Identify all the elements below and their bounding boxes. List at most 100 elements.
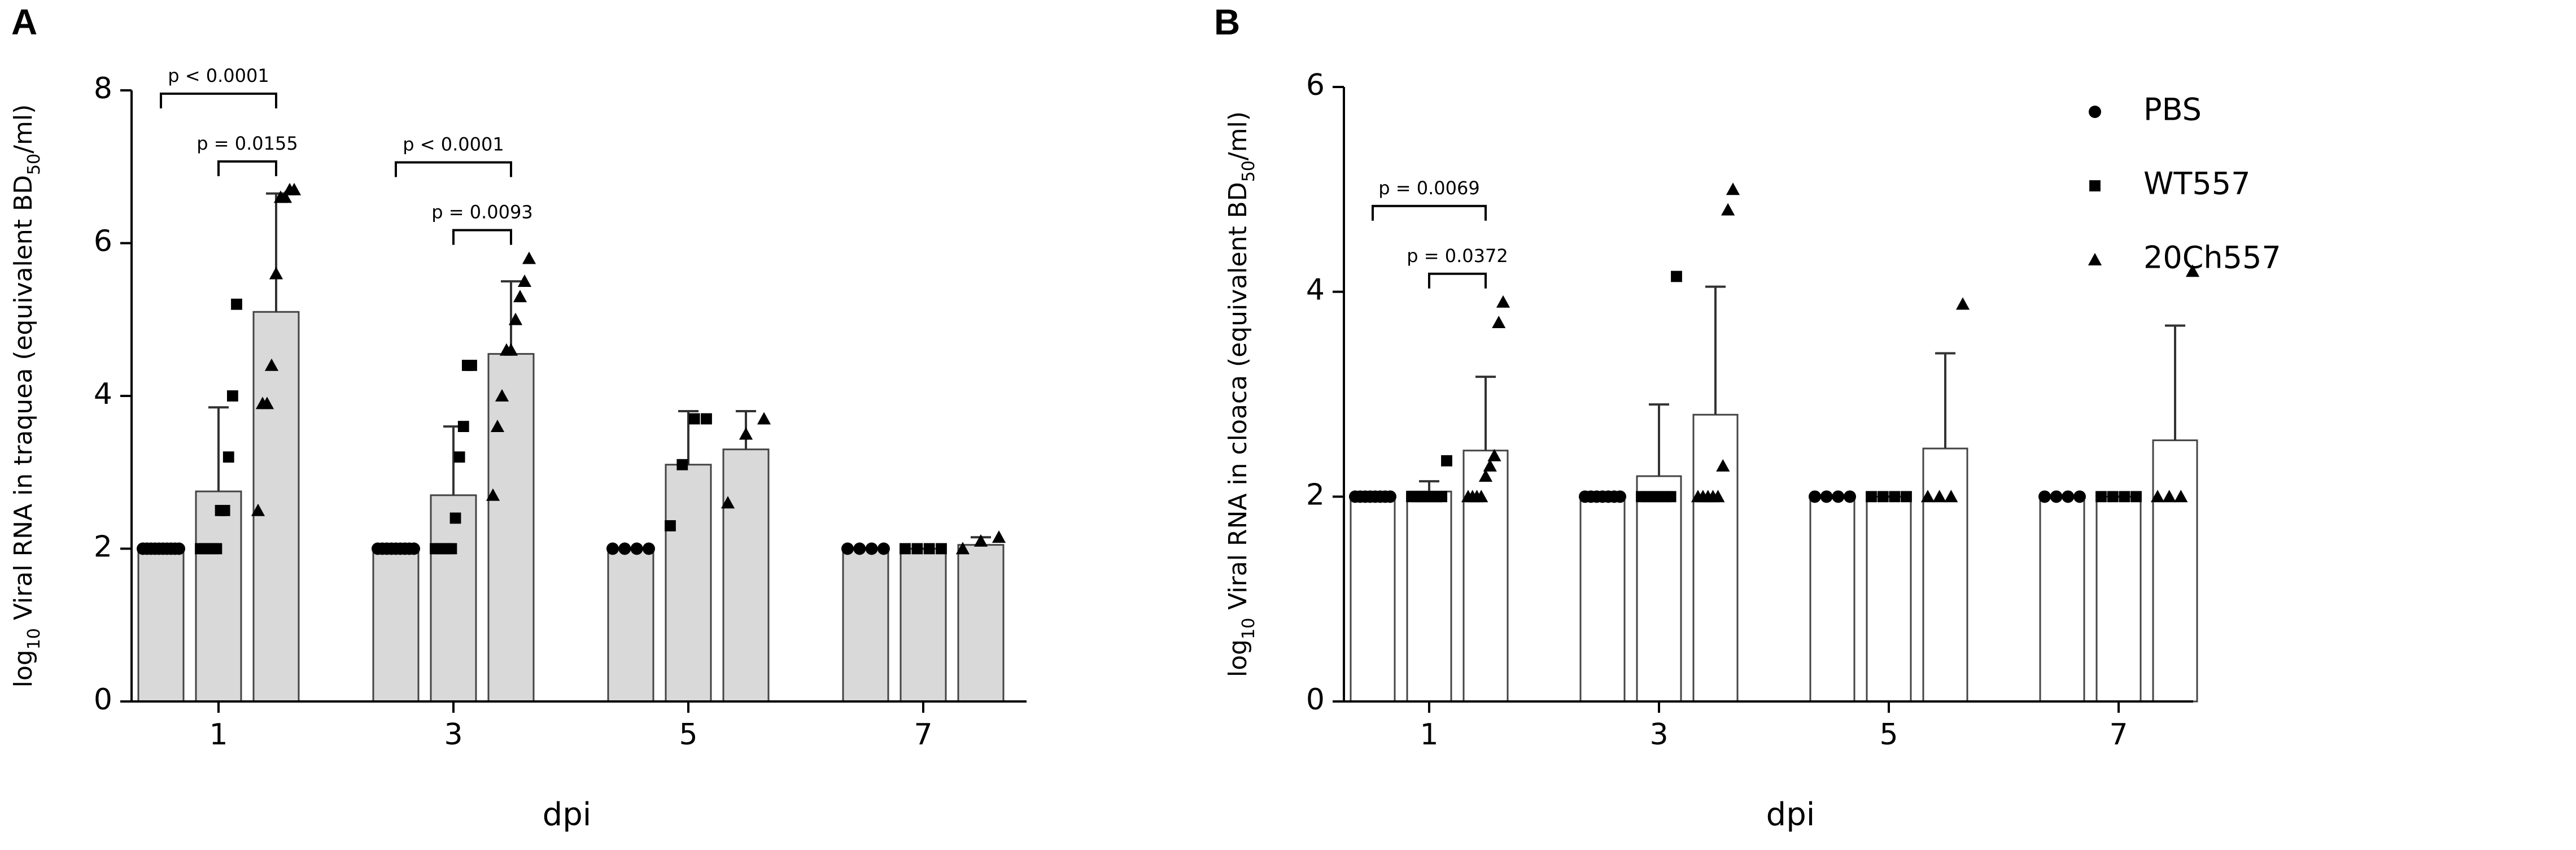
legend-marker — [2088, 252, 2102, 265]
data-point — [231, 298, 242, 310]
bar — [1406, 490, 1452, 703]
data-point — [936, 543, 947, 555]
data-point — [2130, 491, 2142, 503]
y-axis-title-part: Viral RNA in traquea (equivalent BD — [9, 175, 38, 628]
p-value: p = 0.0093 — [431, 202, 532, 223]
data-point — [504, 343, 518, 356]
data-point — [173, 542, 185, 555]
y-axis-title-part: log — [1224, 639, 1252, 677]
bar — [1692, 413, 1739, 703]
data-point — [1478, 469, 1493, 482]
data-point — [1483, 459, 1497, 472]
data-point — [701, 413, 712, 425]
x-tick-label: 5 — [1879, 718, 1898, 752]
y-axis-title-part: Viral RNA in cloaca (equivalent BD — [1224, 182, 1252, 617]
data-point — [2174, 490, 2188, 503]
data-point — [1384, 490, 1396, 503]
y-axis-title-part: 50 — [1239, 160, 1259, 182]
data-point — [877, 542, 890, 555]
legend-marker — [2089, 106, 2101, 118]
y-tick-label: 2 — [94, 530, 112, 564]
data-point — [853, 542, 866, 555]
legend-label: PBS — [2143, 92, 2202, 128]
bar — [1462, 450, 1509, 703]
data-point — [2095, 491, 2107, 503]
bar — [1636, 475, 1682, 703]
y-axis-title-part: 10 — [1239, 618, 1259, 639]
data-point — [1877, 491, 1889, 503]
bar — [252, 311, 300, 703]
data-point — [900, 543, 911, 555]
y-axis-title-part: /ml) — [1224, 111, 1252, 160]
bar — [665, 464, 712, 703]
data-point — [1441, 455, 1452, 467]
bar — [957, 544, 1005, 703]
data-point — [911, 543, 923, 555]
y-axis-title-part: 10 — [24, 628, 44, 650]
data-point — [264, 358, 279, 371]
legend-label: WT557 — [2143, 166, 2250, 202]
data-point — [457, 421, 469, 432]
data-point — [486, 488, 500, 501]
data-point — [2107, 491, 2119, 503]
data-point — [992, 530, 1006, 543]
y-tick-label: 4 — [1306, 273, 1325, 307]
bar — [2039, 495, 2085, 703]
data-point — [2162, 490, 2176, 503]
y-tick-label: 8 — [94, 72, 112, 106]
panel-label: A — [11, 2, 37, 42]
p-value: p = 0.0069 — [1378, 177, 1479, 199]
data-point — [1820, 490, 1833, 503]
bar — [1809, 495, 1855, 703]
data-point — [618, 542, 631, 555]
x-tick-label: 1 — [209, 718, 228, 752]
data-point — [1932, 490, 1946, 503]
data-point — [865, 542, 878, 555]
data-point — [1866, 491, 1877, 503]
data-point — [1487, 448, 1501, 461]
y-axis-title-part: log — [9, 650, 38, 687]
data-point — [1436, 491, 1448, 503]
x-axis-title: dpi — [543, 796, 592, 833]
data-point — [1844, 490, 1856, 503]
data-point — [211, 543, 222, 555]
bar — [195, 490, 242, 703]
data-point — [513, 290, 527, 303]
data-point — [269, 267, 283, 280]
y-axis-title: log10 Viral RNA in cloaca (equivalent BD… — [1224, 111, 1259, 677]
data-point — [2150, 490, 2165, 503]
data-point — [278, 190, 292, 203]
data-point — [495, 389, 509, 402]
x-tick-label: 3 — [444, 718, 462, 752]
data-point — [665, 520, 676, 531]
data-point — [1889, 491, 1901, 503]
data-point — [2119, 491, 2130, 503]
significance-bracket — [1428, 272, 1487, 289]
significance-bracket — [1372, 204, 1487, 221]
data-point — [1944, 490, 1958, 503]
y-axis-title: log10 Viral RNA in traquea (equivalent B… — [9, 104, 44, 688]
data-point — [955, 542, 970, 555]
data-point — [287, 182, 302, 195]
x-tick-label: 7 — [2109, 718, 2128, 752]
y-tick-label: 6 — [1306, 68, 1325, 102]
bar — [1922, 447, 1968, 703]
data-point — [1614, 490, 1626, 503]
data-point — [721, 496, 735, 509]
bar — [2152, 439, 2198, 703]
data-point — [2185, 264, 2200, 277]
data-point — [1955, 297, 1970, 310]
x-tick-label: 5 — [679, 718, 697, 752]
data-point — [630, 542, 643, 555]
data-point — [1832, 490, 1845, 503]
data-point — [446, 543, 457, 555]
y-tick-label: 0 — [94, 683, 112, 717]
bar — [842, 548, 889, 703]
x-tick-label: 3 — [1649, 718, 1668, 752]
data-point — [841, 542, 854, 555]
data-point — [466, 360, 477, 371]
y-tick-label: 6 — [94, 225, 112, 259]
data-point — [1920, 490, 1935, 503]
data-point — [1726, 182, 1740, 195]
